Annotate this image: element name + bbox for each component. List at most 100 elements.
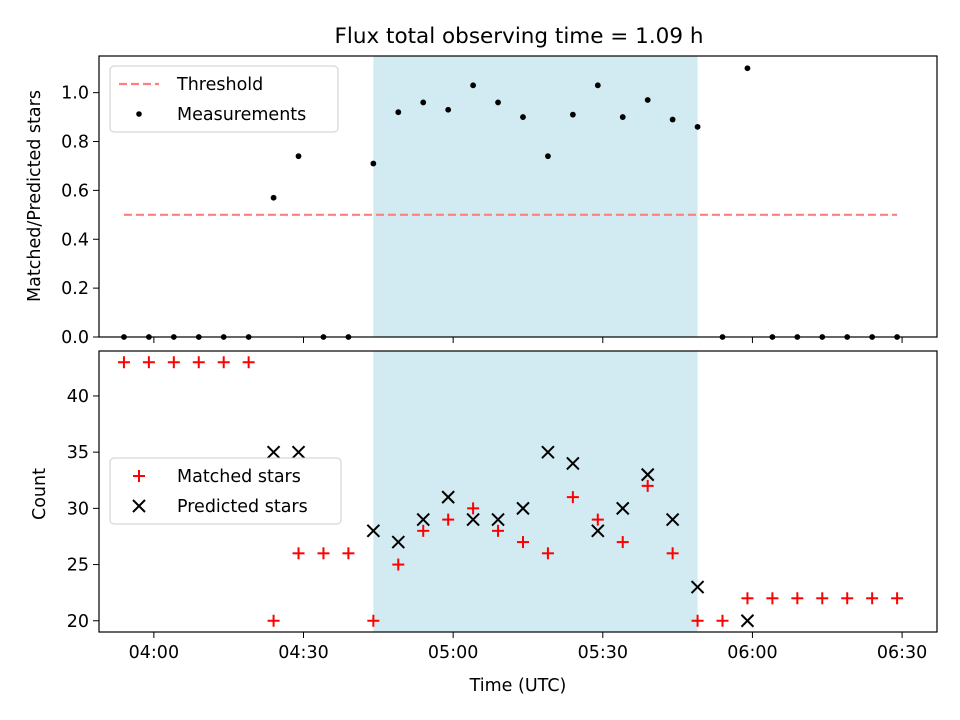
matched-star-point [317,547,330,560]
predicted-star-point [616,501,630,516]
predicted-star-point [690,580,705,594]
predicted-star-point [266,445,281,459]
predicted-star-point [541,445,555,459]
measurement-point [520,114,526,120]
measurement-point [594,82,601,89]
matched-star-point [192,356,205,369]
ratio-ytick-label: 0.4 [61,230,89,250]
matched-star-point [566,491,579,504]
count-xtick-label: 06:00 [727,643,777,663]
measurement-point [370,160,377,167]
matched-star-point [816,592,829,605]
ratio-ytick-label: 0.2 [61,279,89,299]
figure-title: Flux total observing time = 1.09 h [335,24,704,49]
matched-star-point [367,614,380,627]
matched-star-point [467,502,480,515]
measurement-point [270,194,277,201]
count-ytick-label: 35 [67,443,89,463]
matched-star-point [791,592,804,605]
predicted-star-point [491,512,505,527]
measurement-point [395,109,402,116]
ratio-panel: 0.0 0.2 0.4 0.6 0.8 1.0 Matched/Predicted sta… [25,55,938,348]
matched-star-point [242,356,255,369]
legend-matched-swatch [133,470,145,482]
count-xtick-label: 04:00 [129,643,179,663]
count-y-axis-label: Count [30,468,50,520]
legend-predicted-swatch [132,499,146,513]
matched-star-point [267,614,280,627]
count-xtick-label: 06:30 [877,643,927,663]
matched-star-point [142,356,155,369]
predicted-star-point [441,490,455,504]
matched-star-point [342,547,355,560]
predicted-star-point [466,512,480,527]
count-ytick-label: 20 [67,612,89,632]
legend-measurements-swatch [136,111,142,117]
matched-star-point [516,536,529,549]
ratio-observing-span [373,56,698,337]
legend-predicted-label: Predicted stars [177,497,308,517]
predicted-star-point [391,535,405,549]
count-legend: Matched stars Predicted stars [109,457,342,525]
count-xtick-label: 05:00 [428,643,478,663]
predicted-star-point [516,501,530,516]
ratio-axes-frame [98,55,938,338]
legend-threshold-label: Threshold [176,75,263,95]
matched-star-point [716,614,729,627]
matched-star-point [641,479,654,492]
predicted-star-point [366,524,381,538]
legend-matched-label: Matched stars [177,467,301,487]
ratio-ytick-label: 0.6 [61,181,89,201]
matched-star-point [442,513,455,526]
matched-star-point [591,513,604,526]
measurement-point [669,116,676,123]
matched-star-point [616,536,629,549]
predicted-star-point [665,512,680,527]
measurement-point [495,99,501,106]
matched-star-point [666,547,679,560]
matched-star-point [766,592,779,605]
legend-measurements-label: Measurements [177,105,306,125]
measurement-point [694,123,701,130]
measurement-point [470,82,477,89]
matched-star-point [292,547,305,560]
ratio-legend-box [109,65,339,133]
matched-star-point [691,614,704,627]
matched-star-point [541,547,554,560]
measurement-point [644,97,651,103]
matched-star-point [417,524,430,537]
matched-star-point [741,592,754,605]
measurement-point [545,153,551,160]
predicted-star-point [740,614,755,628]
count-panel: 20 25 30 35 40 04:00 04:30 05:00 05:30 06:00 06:30… [30,350,938,696]
predicted-star-point [566,456,580,471]
matched-star-point [167,356,180,369]
measurement-point [569,111,576,118]
measurement-point [744,65,751,72]
measurement-point [420,99,427,106]
predicted-star-point [591,524,605,538]
matched-star-point [392,558,405,571]
count-observing-span [373,351,698,632]
ratio-ytick-label: 0.8 [61,133,89,153]
ratio-legend: Threshold Measurements [109,65,339,133]
count-ytick-label: 30 [67,499,89,519]
ratio-ytick-label: 1.0 [61,84,89,104]
count-x-axis-label: Time (UTC) [469,676,567,696]
measurement-point [619,114,626,120]
matched-star-point [841,592,854,605]
matched-star-point [891,592,904,605]
matched-star-point [492,524,505,537]
count-ytick-label: 25 [67,556,89,576]
ratio-y-axis-label: Matched/Predicted stars [25,90,45,302]
count-legend-box [109,457,342,525]
matched-star-point [866,592,879,605]
count-xtick-label: 05:30 [578,643,628,663]
predicted-star-point [416,512,430,527]
measurement-point [295,153,302,160]
count-axes-frame [98,350,938,633]
matched-star-point [117,356,130,369]
predicted-star-point [640,467,655,482]
count-ytick-label: 40 [67,387,89,407]
